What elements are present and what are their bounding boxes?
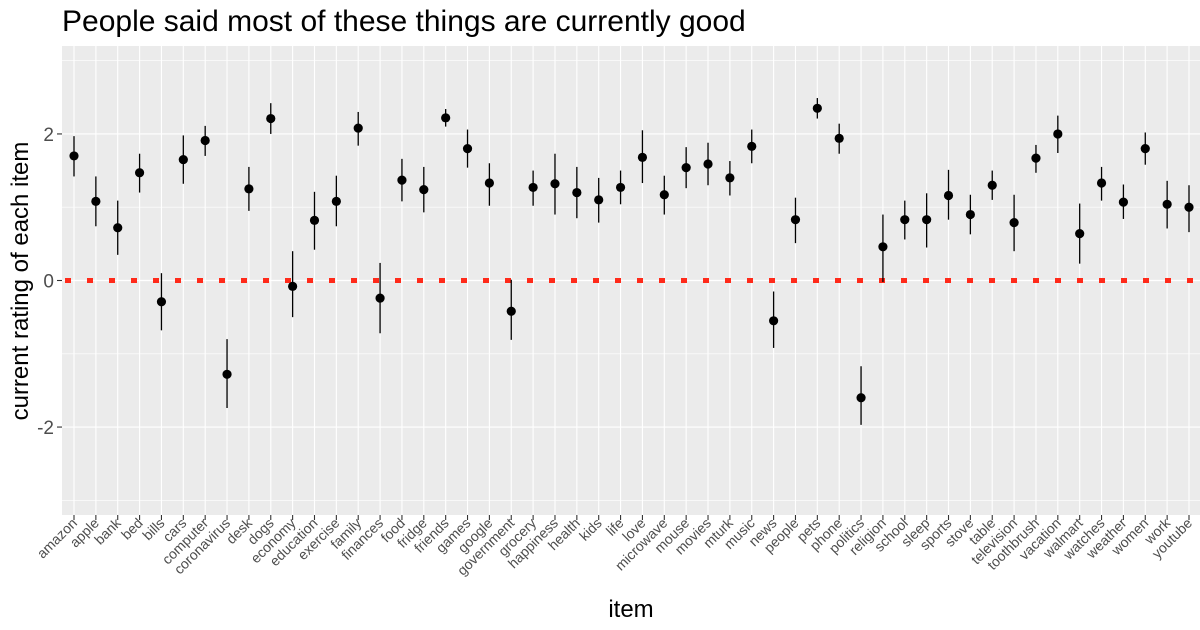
point-religion bbox=[878, 242, 888, 252]
x-axis-title: item bbox=[608, 596, 653, 623]
point-desk bbox=[244, 184, 254, 194]
point-fridge bbox=[419, 185, 429, 195]
point-vacation bbox=[1053, 129, 1063, 139]
point-table bbox=[987, 180, 997, 190]
point-television bbox=[1009, 218, 1019, 228]
point-politics bbox=[856, 393, 866, 403]
point-economy bbox=[288, 281, 298, 291]
point-watches bbox=[1096, 178, 1107, 188]
point-happiness bbox=[550, 179, 560, 189]
point-walmart bbox=[1075, 229, 1085, 239]
point-work bbox=[1162, 199, 1172, 209]
x-tick-label-kids: kids bbox=[576, 515, 605, 544]
point-toothbrush bbox=[1031, 153, 1041, 163]
point-school bbox=[900, 215, 910, 225]
point-bank bbox=[113, 223, 123, 233]
point-microwave bbox=[659, 190, 669, 200]
point-amazon bbox=[69, 151, 79, 161]
y-tick-label: 0 bbox=[43, 272, 54, 293]
y-axis-title: current rating of each item bbox=[7, 142, 34, 421]
point-coronavirus bbox=[222, 369, 232, 379]
point-life bbox=[615, 182, 626, 193]
point-phone bbox=[834, 133, 844, 143]
point-stove bbox=[965, 209, 975, 220]
point-news bbox=[769, 316, 779, 326]
gridlines bbox=[62, 46, 1200, 515]
point-education bbox=[309, 215, 320, 226]
point-youtube bbox=[1184, 202, 1194, 212]
point-love bbox=[637, 152, 648, 162]
point-bills bbox=[156, 297, 167, 307]
point-pets bbox=[812, 103, 822, 113]
chart-title: People said most of these things are cur… bbox=[62, 5, 746, 38]
point-kids bbox=[594, 195, 604, 205]
point-computer bbox=[200, 135, 210, 146]
data-marks bbox=[69, 98, 1194, 425]
point-music bbox=[747, 141, 757, 151]
point-mouse bbox=[681, 163, 691, 173]
x-axis-ticks: amazonapplebankbedbillscarscomputercoron… bbox=[34, 514, 1196, 578]
y-tick-label: -2 bbox=[37, 418, 54, 439]
point-sleep bbox=[922, 215, 932, 225]
point-movies bbox=[703, 159, 713, 169]
y-tick-label: 2 bbox=[43, 125, 54, 146]
y-axis-ticks: -2 0 2 bbox=[37, 125, 62, 439]
point-mturk bbox=[725, 173, 735, 183]
point-cars bbox=[178, 154, 188, 165]
point-health bbox=[572, 187, 582, 198]
point-finances bbox=[375, 293, 385, 303]
point-games bbox=[462, 143, 473, 154]
point-family bbox=[353, 123, 363, 133]
point-sports bbox=[943, 190, 954, 201]
point-exercise bbox=[331, 196, 341, 206]
point-government bbox=[506, 306, 516, 316]
point-google bbox=[484, 178, 494, 188]
point-weather bbox=[1118, 197, 1129, 207]
point-food bbox=[397, 175, 407, 185]
point-women bbox=[1140, 143, 1150, 154]
point-dogs bbox=[266, 113, 276, 124]
point-grocery bbox=[528, 182, 538, 193]
point-apple bbox=[91, 196, 101, 206]
point-people bbox=[790, 215, 801, 225]
point-friends bbox=[441, 113, 451, 123]
point-bed bbox=[134, 168, 145, 178]
